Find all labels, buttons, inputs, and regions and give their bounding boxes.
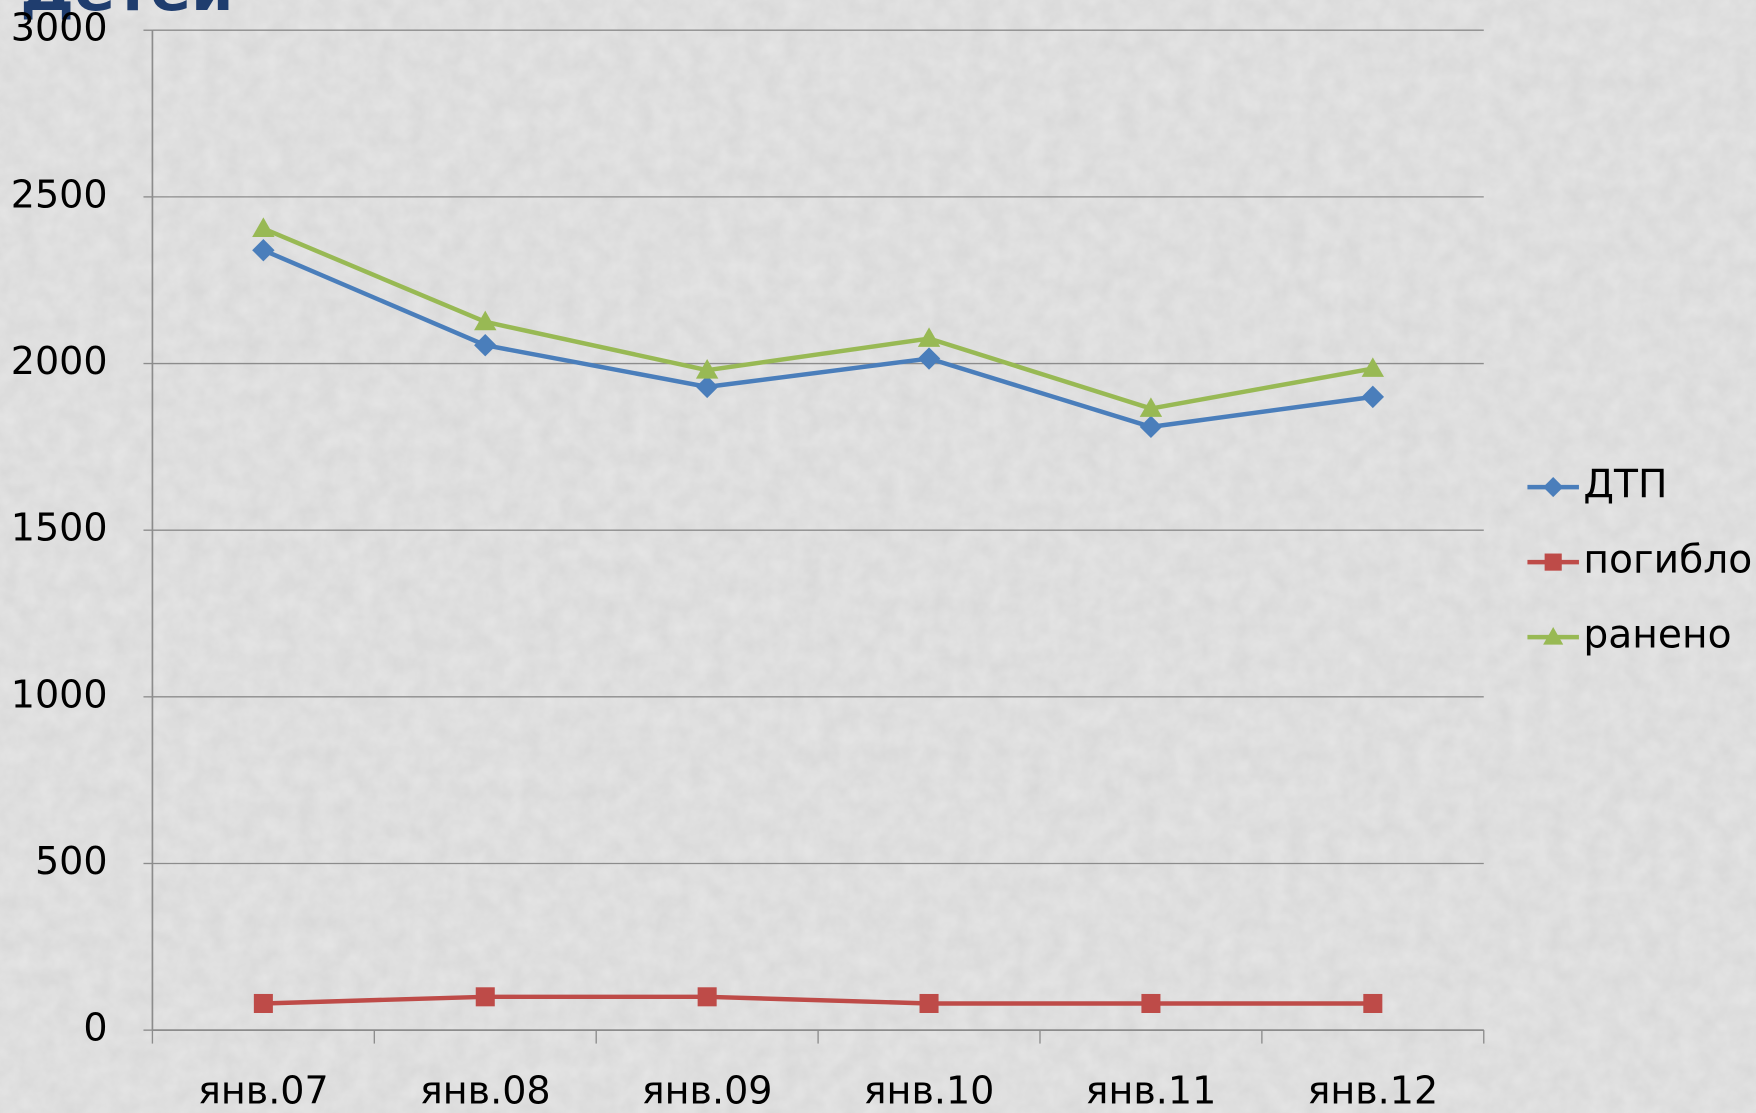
marker xyxy=(1544,553,1562,571)
series-line xyxy=(263,994,1373,1006)
marker xyxy=(474,334,497,357)
y-tick-label: 1000 xyxy=(11,672,108,716)
marker xyxy=(475,987,495,1007)
x-tick-label: янв.09 xyxy=(642,1068,773,1112)
marker xyxy=(919,993,939,1013)
marker xyxy=(695,359,719,379)
x-tick-label: янв.11 xyxy=(1086,1068,1217,1112)
marker xyxy=(1543,477,1564,498)
marker xyxy=(1361,385,1385,409)
marker xyxy=(1543,627,1564,645)
y-tick-label: 500 xyxy=(35,839,108,883)
marker xyxy=(917,347,941,370)
marker xyxy=(695,375,719,399)
y-tick-label: 2500 xyxy=(11,172,108,216)
marker xyxy=(1139,397,1163,417)
y-tick-label: 2000 xyxy=(11,339,108,383)
y-tick-label: 3000 xyxy=(11,6,108,50)
x-tick-label: янв.08 xyxy=(420,1068,551,1112)
marker xyxy=(1361,357,1385,377)
marker xyxy=(1141,993,1161,1013)
series-line xyxy=(262,248,1374,430)
marker xyxy=(1139,415,1163,439)
legend-label: погибло xyxy=(1583,538,1752,583)
series-line xyxy=(262,226,1374,411)
legend-label: ДТП xyxy=(1583,463,1667,508)
chart-title: Детей xyxy=(20,0,233,25)
marker xyxy=(253,993,273,1013)
y-tick-label: 0 xyxy=(83,1006,107,1050)
x-tick-label: янв.07 xyxy=(198,1068,329,1112)
y-tick-label: 1500 xyxy=(11,506,108,550)
marker xyxy=(252,217,275,237)
legend-label: ранено xyxy=(1583,613,1731,658)
marker xyxy=(474,310,497,331)
marker xyxy=(1363,993,1383,1013)
x-tick-label: янв.12 xyxy=(1307,1068,1438,1112)
marker xyxy=(697,987,717,1007)
marker xyxy=(917,327,941,347)
x-tick-label: янв.10 xyxy=(864,1068,995,1112)
